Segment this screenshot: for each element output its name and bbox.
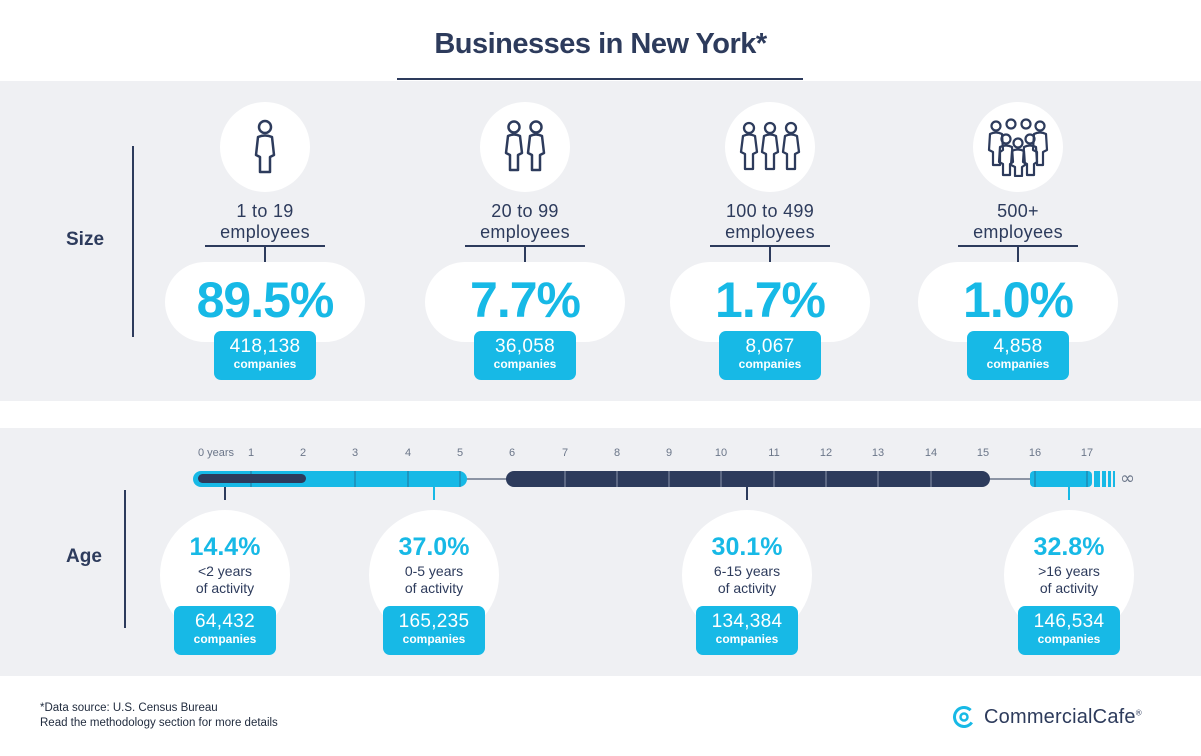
axis-tick-label: 16 xyxy=(1028,447,1042,459)
axis-tick-label: 10 xyxy=(714,447,728,459)
axis-tick-label: 6 xyxy=(508,447,516,459)
connector-line xyxy=(524,246,526,264)
axis-tick-label: 8 xyxy=(613,447,621,459)
axis-tick-label: 1 xyxy=(247,447,255,459)
age-percent: 30.1% xyxy=(711,533,783,561)
size-label: 1 to 19 employees xyxy=(220,201,310,242)
percent-value: 7.7% xyxy=(425,262,625,342)
axis-tick-label: 0 years xyxy=(197,447,235,459)
percent-value: 1.7% xyxy=(670,262,870,342)
connector-line xyxy=(1017,246,1019,264)
connector-line xyxy=(769,246,771,264)
size-row-label: Size xyxy=(66,229,105,250)
axis-tick-label: 15 xyxy=(976,447,990,459)
age-description: <2 years of activity xyxy=(195,563,255,596)
size-divider xyxy=(132,146,134,337)
count-badge: 36,058 companies xyxy=(474,331,576,380)
axis-tick-label: 11 xyxy=(768,447,780,459)
count-badge: 4,858 companies xyxy=(967,331,1069,380)
company-count: 134,384 xyxy=(711,611,783,632)
axis-tick-label: 5 xyxy=(456,447,464,459)
company-count: 8,067 xyxy=(745,336,795,357)
axis-tick-label: 14 xyxy=(924,447,938,459)
three-people-icon xyxy=(725,102,815,192)
connector-line xyxy=(264,246,266,264)
timeline-bar-16-plus xyxy=(1030,471,1092,487)
company-unit: companies xyxy=(233,357,297,371)
axis-tick-label: 9 xyxy=(665,447,673,459)
registered-mark: ® xyxy=(1135,707,1142,717)
timeline-bar-under-2 xyxy=(198,474,306,483)
commercialcafe-logo-icon xyxy=(953,706,975,728)
age-timeline: ∞ xyxy=(193,468,1135,500)
axis-tick-label: 13 xyxy=(871,447,885,459)
infinity-symbol: ∞ xyxy=(1120,468,1135,489)
timeline-fade-segment xyxy=(1113,471,1115,487)
timeline-fade-segment xyxy=(1108,471,1111,487)
company-count: 64,432 xyxy=(195,611,255,632)
axis-tick-label: 17 xyxy=(1080,447,1094,459)
age-description: 0-5 years of activity xyxy=(404,563,464,596)
age-percent: 32.8% xyxy=(1033,533,1105,561)
count-badge: 165,235 companies xyxy=(383,606,485,655)
axis-tick-label: 12 xyxy=(819,447,833,459)
axis-tick-label: 2 xyxy=(299,447,307,459)
axis-tick-label: 4 xyxy=(404,447,412,459)
percent-value: 1.0% xyxy=(918,262,1118,342)
company-unit: companies xyxy=(193,632,257,646)
axis-tick-label: 7 xyxy=(561,447,569,459)
count-badge: 418,138 companies xyxy=(214,331,316,380)
count-badge: 64,432 companies xyxy=(174,606,276,655)
source-footnote: *Data source: U.S. Census Bureau Read th… xyxy=(40,701,278,731)
footnote-methodology: Read the methodology section for more de… xyxy=(40,717,278,729)
timeline-fade-segment xyxy=(1102,471,1106,487)
company-count: 4,858 xyxy=(993,336,1043,357)
company-unit: companies xyxy=(986,357,1050,371)
brand-logo: CommercialCafe® xyxy=(952,704,1142,730)
age-row-label: Age xyxy=(66,546,102,567)
timeline-fade-segment xyxy=(1094,471,1100,487)
company-count: 418,138 xyxy=(229,336,301,357)
company-count: 36,058 xyxy=(495,336,555,357)
company-unit: companies xyxy=(493,357,557,371)
company-unit: companies xyxy=(738,357,802,371)
axis-tick-label: 3 xyxy=(351,447,359,459)
timeline-bar-6-15 xyxy=(506,471,990,487)
company-count: 165,235 xyxy=(398,611,470,632)
single-person-icon xyxy=(220,102,310,192)
age-percent: 37.0% xyxy=(398,533,470,561)
timeline-ticks xyxy=(250,471,1088,487)
count-badge: 146,534 companies xyxy=(1018,606,1120,655)
count-badge: 134,384 companies xyxy=(696,606,798,655)
size-label: 20 to 99 employees xyxy=(480,201,570,242)
company-unit: companies xyxy=(402,632,466,646)
count-badge: 8,067 companies xyxy=(719,331,821,380)
company-unit: companies xyxy=(715,632,779,646)
company-unit: companies xyxy=(1037,632,1101,646)
brand-name: CommercialCafe® xyxy=(984,705,1142,728)
company-count: 146,534 xyxy=(1033,611,1105,632)
timeline-ticks-dark xyxy=(564,471,932,487)
crowd-icon xyxy=(973,102,1063,192)
two-people-icon xyxy=(480,102,570,192)
size-label: 500+ employees xyxy=(973,201,1063,242)
percent-value: 89.5% xyxy=(165,262,365,342)
age-divider xyxy=(124,490,126,628)
age-description: >16 years of activity xyxy=(1038,563,1100,596)
title-underline xyxy=(397,78,803,80)
age-percent: 14.4% xyxy=(189,533,261,561)
age-description: 6-15 years of activity xyxy=(713,563,781,596)
page-title: Businesses in New York* xyxy=(434,28,767,60)
size-label: 100 to 499 employees xyxy=(725,201,815,242)
footnote-source: *Data source: U.S. Census Bureau xyxy=(40,702,218,714)
